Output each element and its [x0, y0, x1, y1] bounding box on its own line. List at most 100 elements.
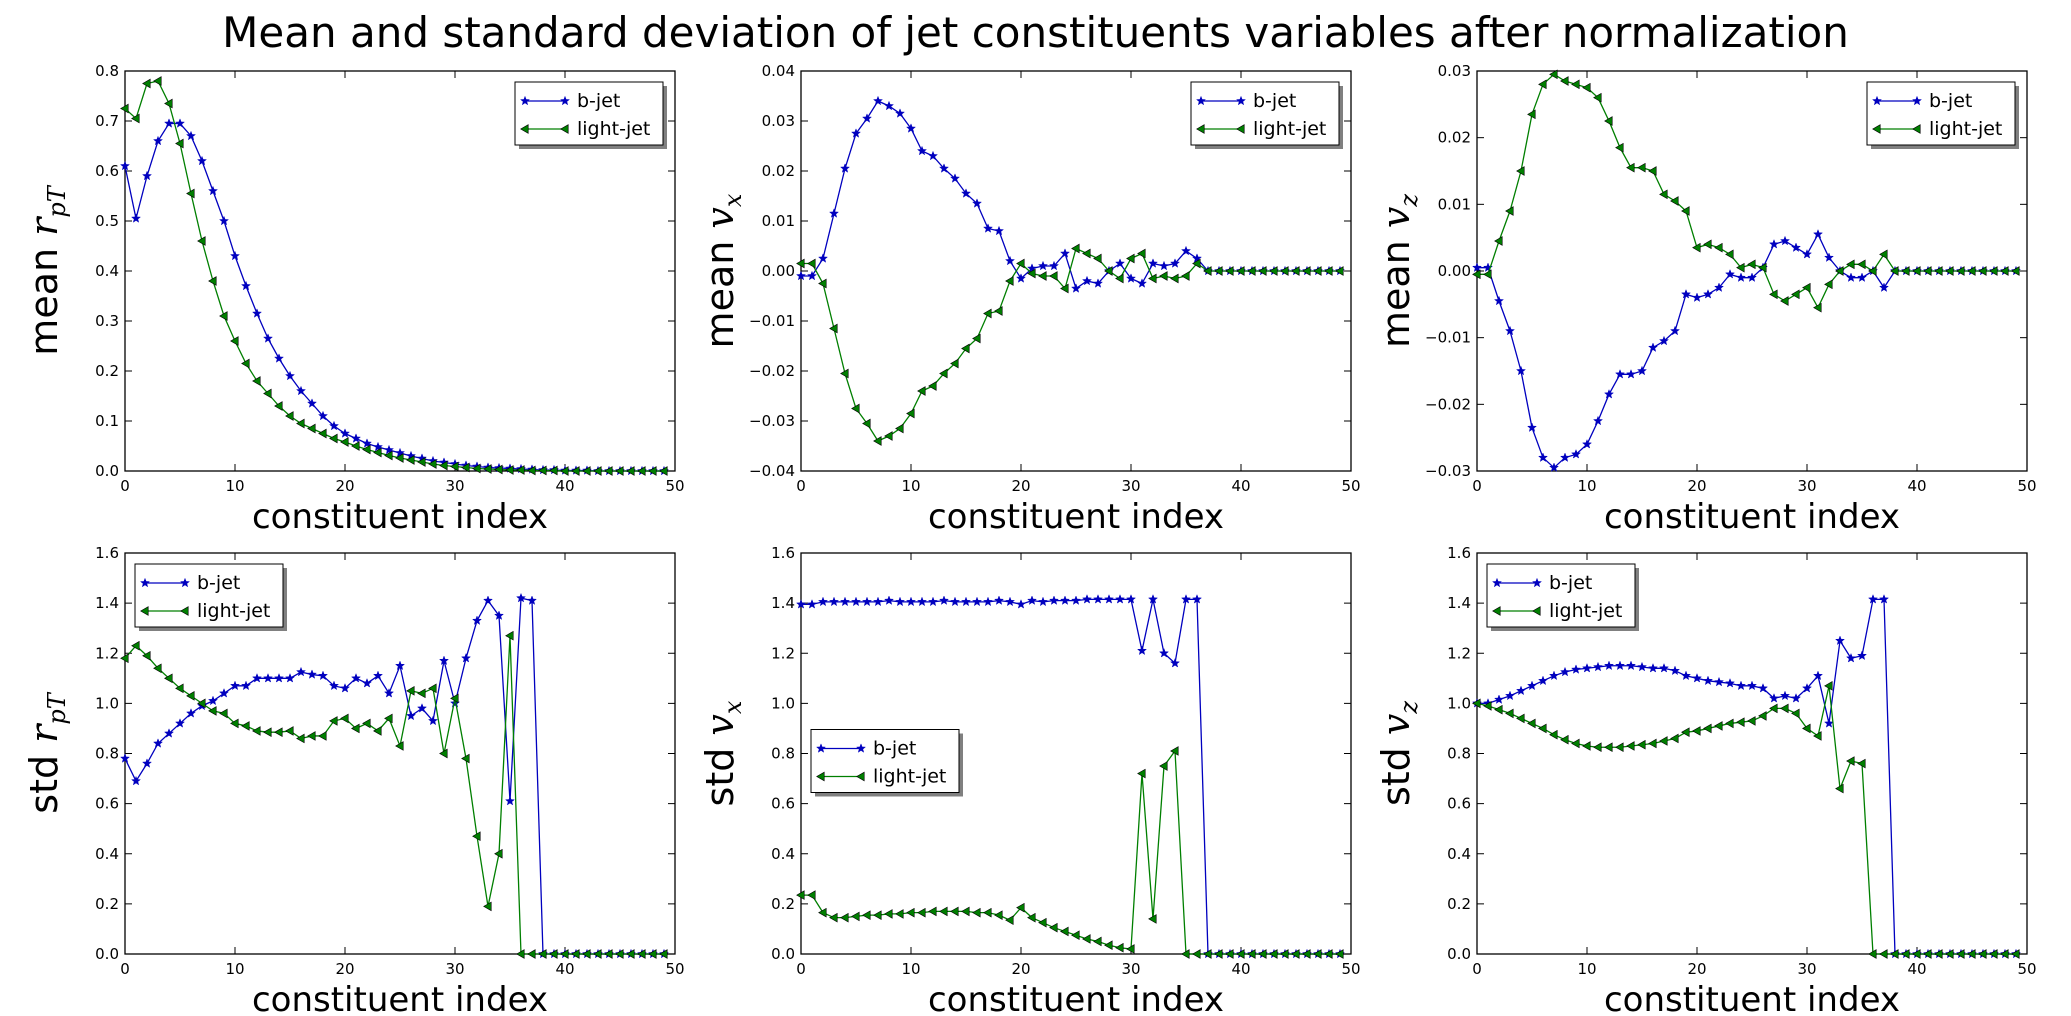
y-tick-label: 1.0: [1447, 694, 1471, 712]
data-point-light-jet: [1104, 266, 1113, 276]
x-tick-label: 50: [665, 477, 684, 495]
data-point-light-jet: [252, 376, 261, 386]
data-point-light-jet: [1681, 206, 1690, 216]
data-point-b-jet: [339, 683, 351, 693]
data-point-light-jet: [208, 276, 217, 286]
legend-box: [1866, 81, 2016, 146]
y-tick-label: 0.4: [95, 845, 119, 863]
data-point-light-jet: [1736, 717, 1745, 727]
data-point-b-jet: [1658, 335, 1670, 346]
legend: b-jet light-jet: [134, 563, 287, 631]
data-point-b-jet: [1702, 289, 1714, 299]
y-axis-label-subscript: x: [719, 700, 747, 714]
data-point-light-jet: [131, 640, 140, 651]
data-point-b-jet: [938, 163, 950, 173]
data-point-b-jet: [152, 135, 164, 146]
legend-marker-light-jet: [1532, 606, 1541, 616]
legend-marker-light-jet: [520, 124, 529, 134]
data-point-b-jet: [1680, 289, 1692, 299]
legend-marker-b-jet: [1235, 95, 1247, 106]
y-tick-label: 0.03: [1438, 62, 1471, 80]
data-point-light-jet: [1912, 266, 1921, 276]
data-point-b-jet: [350, 433, 362, 443]
x-axis-label: constituent index: [928, 980, 1224, 1016]
data-point-light-jet: [1516, 166, 1525, 176]
data-point-light-jet: [1978, 949, 1987, 959]
x-tick-label: 0: [120, 477, 130, 495]
data-point-light-jet: [928, 381, 937, 391]
data-point-light-jet: [472, 463, 481, 474]
data-point-light-jet: [1758, 711, 1767, 721]
data-point-light-jet: [142, 650, 151, 661]
data-point-light-jet: [1648, 166, 1657, 176]
data-point-light-jet: [164, 673, 173, 684]
data-point-light-jet: [659, 466, 668, 476]
data-point-b-jet: [1856, 272, 1868, 282]
data-point-b-jet: [394, 660, 406, 671]
data-point-light-jet: [384, 450, 393, 461]
data-point-light-jet: [1824, 279, 1833, 290]
data-point-light-jet: [505, 465, 514, 475]
subplot-mean_rpt: 0 10 20 30 40 50 0.0 0.1 0.2 0.3 0.4 0.5 0.6 0.7 0.8 co…: [22, 62, 685, 537]
x-tick-label: 0: [1472, 960, 1482, 978]
data-point-b-jet: [938, 595, 950, 605]
data-point-b-jet: [1169, 258, 1181, 268]
legend-label-b-jet: b-jet: [197, 572, 240, 594]
data-point-light-jet: [1527, 109, 1536, 120]
x-tick-label: 40: [555, 960, 574, 978]
data-point-light-jet: [307, 731, 316, 741]
data-point-light-jet: [428, 459, 437, 469]
y-tick-label: 1.2: [1447, 644, 1471, 662]
data-point-light-jet: [615, 466, 624, 476]
data-point-light-jet: [637, 949, 646, 959]
data-point-b-jet: [306, 669, 318, 679]
data-point-b-jet: [1603, 389, 1615, 399]
y-tick-label: 0.01: [762, 212, 795, 230]
y-tick-label: 0.0: [771, 945, 795, 963]
data-point-light-jet: [153, 76, 162, 86]
legend-label-light-jet: light-jet: [197, 600, 270, 622]
data-point-light-jet: [1670, 196, 1679, 206]
y-tick-label: 0.2: [771, 895, 795, 913]
data-point-light-jet: [307, 423, 316, 434]
data-point-b-jet: [1504, 690, 1516, 701]
data-point-light-jet: [1626, 162, 1635, 173]
data-point-light-jet: [120, 103, 129, 114]
data-point-b-jet: [1026, 595, 1038, 605]
y-tick-label: 0.0: [1447, 945, 1471, 963]
data-point-light-jet: [1126, 944, 1135, 954]
data-point-light-jet: [186, 188, 195, 199]
data-point-light-jet: [840, 368, 849, 379]
x-tick-label: 40: [1907, 960, 1926, 978]
data-point-b-jet: [1746, 272, 1758, 282]
subplot-mean_vx: 0 10 20 30 40 50 −0.04 −0.03 −0.02 −0.01 0.00 0.01 0…: [698, 62, 1361, 537]
data-point-b-jet: [1493, 295, 1505, 306]
data-point-b-jet: [1158, 647, 1170, 658]
y-tick-label: 0.2: [95, 895, 119, 913]
data-point-light-jet: [120, 653, 129, 664]
data-point-light-jet: [395, 741, 404, 751]
data-point-light-jet: [1137, 248, 1146, 259]
data-point-light-jet: [1236, 266, 1245, 276]
legend: b-jet light-jet: [1190, 81, 1343, 149]
data-point-b-jet: [806, 599, 818, 609]
data-point-light-jet: [1258, 949, 1267, 959]
data-point-light-jet: [538, 949, 547, 959]
data-point-light-jet: [461, 753, 470, 764]
data-point-b-jet: [119, 160, 131, 171]
data-point-b-jet: [229, 250, 241, 261]
data-point-b-jet: [383, 444, 395, 455]
y-axis-label-subscript: pT: [43, 691, 71, 724]
data-point-light-jet: [604, 466, 613, 476]
data-point-b-jet: [982, 596, 994, 607]
data-point-light-jet: [373, 447, 382, 458]
y-axis-label: std rpT: [22, 691, 71, 813]
data-point-b-jet: [130, 213, 142, 223]
data-point-b-jet: [152, 738, 164, 748]
data-point-light-jet: [582, 466, 591, 476]
data-point-light-jet: [1813, 302, 1822, 313]
data-point-light-jet: [1203, 949, 1212, 959]
x-tick-label: 50: [665, 960, 684, 978]
data-point-b-jet: [1136, 645, 1148, 656]
data-point-light-jet: [494, 464, 503, 475]
